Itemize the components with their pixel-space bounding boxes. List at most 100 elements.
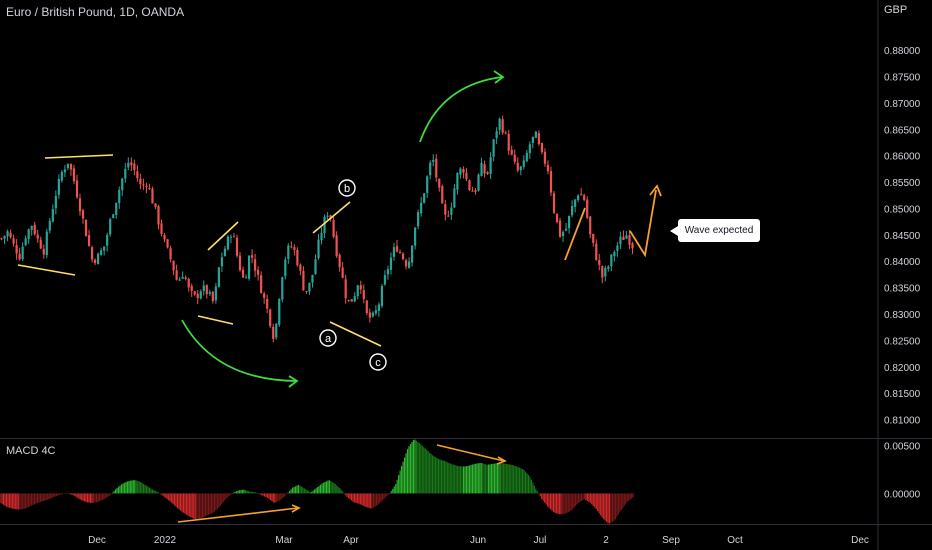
macd-bar	[583, 493, 586, 500]
price-tick-label: 0.85500	[884, 178, 921, 189]
candle-body	[622, 236, 625, 240]
wave-label-circle	[338, 179, 356, 197]
macd-bar	[446, 462, 448, 494]
macd-bar	[403, 457, 406, 494]
macd-bar	[269, 493, 271, 500]
candle-body	[401, 253, 405, 260]
macd-bar	[614, 493, 617, 520]
macd-bar	[455, 465, 457, 494]
candle-body	[278, 299, 281, 325]
macd-bar	[371, 493, 373, 509]
candle-body	[157, 206, 160, 225]
candle-body	[383, 275, 387, 285]
price-tick-label: 0.86000	[884, 152, 921, 163]
macd-bar	[54, 493, 56, 497]
macd-bar	[395, 484, 397, 494]
macd-bar	[275, 493, 277, 503]
macd-bar	[398, 475, 400, 494]
macd-bar	[129, 480, 131, 494]
macd-bar	[268, 493, 270, 499]
macd-bar	[424, 448, 426, 494]
macd-divergence-line	[177, 507, 299, 523]
macd-bar	[367, 493, 369, 508]
macd-bar	[355, 493, 357, 503]
macd-bar	[616, 493, 618, 517]
macd-bar	[97, 493, 99, 503]
candle-body	[48, 220, 51, 231]
macd-bar	[557, 493, 559, 514]
macd-bar	[520, 468, 522, 494]
candle-body	[498, 118, 501, 130]
candle-body	[598, 260, 601, 265]
candle-body	[483, 164, 486, 174]
macd-bar	[516, 466, 518, 494]
candle-body	[353, 296, 356, 302]
candle-body	[332, 220, 335, 237]
macd-bar	[287, 492, 289, 494]
macd-bar	[405, 453, 407, 494]
macd-bar	[483, 463, 485, 494]
candle-body	[211, 291, 214, 302]
macd-bar	[216, 493, 218, 509]
macd-bar	[470, 465, 472, 494]
macd-bar	[5, 493, 8, 507]
macd-bar	[601, 493, 603, 518]
macd-bar	[23, 493, 25, 509]
macd-bar	[232, 492, 235, 494]
candle-body	[631, 243, 634, 249]
candle-body	[374, 310, 377, 314]
macd-bar	[368, 493, 370, 508]
macd-bar	[230, 493, 232, 495]
macd-bar	[427, 451, 429, 494]
macd-bar	[4, 493, 6, 506]
macd-bar	[147, 486, 149, 494]
macd-bar	[109, 493, 111, 496]
price-tick-label: 0.86500	[884, 125, 921, 136]
candles	[0, 115, 634, 343]
macd-bar	[207, 493, 210, 515]
macd-bar	[45, 493, 47, 501]
macd-bar	[545, 493, 547, 505]
candle-body	[438, 178, 441, 188]
macd-bar	[81, 493, 83, 501]
candle-body	[254, 259, 257, 271]
candle-body	[36, 234, 39, 239]
macd-bar	[79, 493, 81, 500]
time-tick-label: Dec	[851, 535, 869, 546]
candle-body	[30, 225, 33, 230]
macd-bar	[140, 482, 142, 494]
macd-bar	[488, 464, 490, 494]
candle-body	[0, 238, 3, 240]
macd-bar	[247, 490, 249, 494]
candle-body	[75, 180, 79, 198]
candle-body	[148, 188, 151, 190]
candle-body	[247, 255, 251, 279]
macd-bar	[179, 493, 182, 511]
macd-bar	[246, 490, 248, 494]
macd-bar	[412, 439, 415, 494]
candle-body	[359, 285, 362, 290]
macd-bar	[228, 493, 230, 496]
candle-body	[625, 235, 628, 239]
macd-bar	[603, 493, 605, 520]
candle-body	[468, 180, 471, 190]
candle-body	[226, 236, 230, 250]
macd-bar	[576, 493, 578, 505]
macd-bar	[617, 493, 619, 515]
green-curved-arrow	[419, 76, 503, 143]
macd-bar	[613, 493, 615, 521]
candle-body	[250, 255, 254, 258]
macd-bar	[204, 493, 207, 517]
macd-bar	[314, 489, 316, 494]
candle-body	[317, 239, 320, 259]
candle-body	[513, 154, 516, 162]
macd-bar	[154, 490, 156, 494]
macd-bar	[591, 493, 593, 505]
candle-body	[260, 275, 263, 294]
macd-bar	[381, 493, 384, 501]
candle-body	[459, 168, 462, 175]
macd-bar	[501, 463, 503, 494]
macd-bar	[529, 476, 531, 494]
macd-bar	[308, 491, 310, 494]
